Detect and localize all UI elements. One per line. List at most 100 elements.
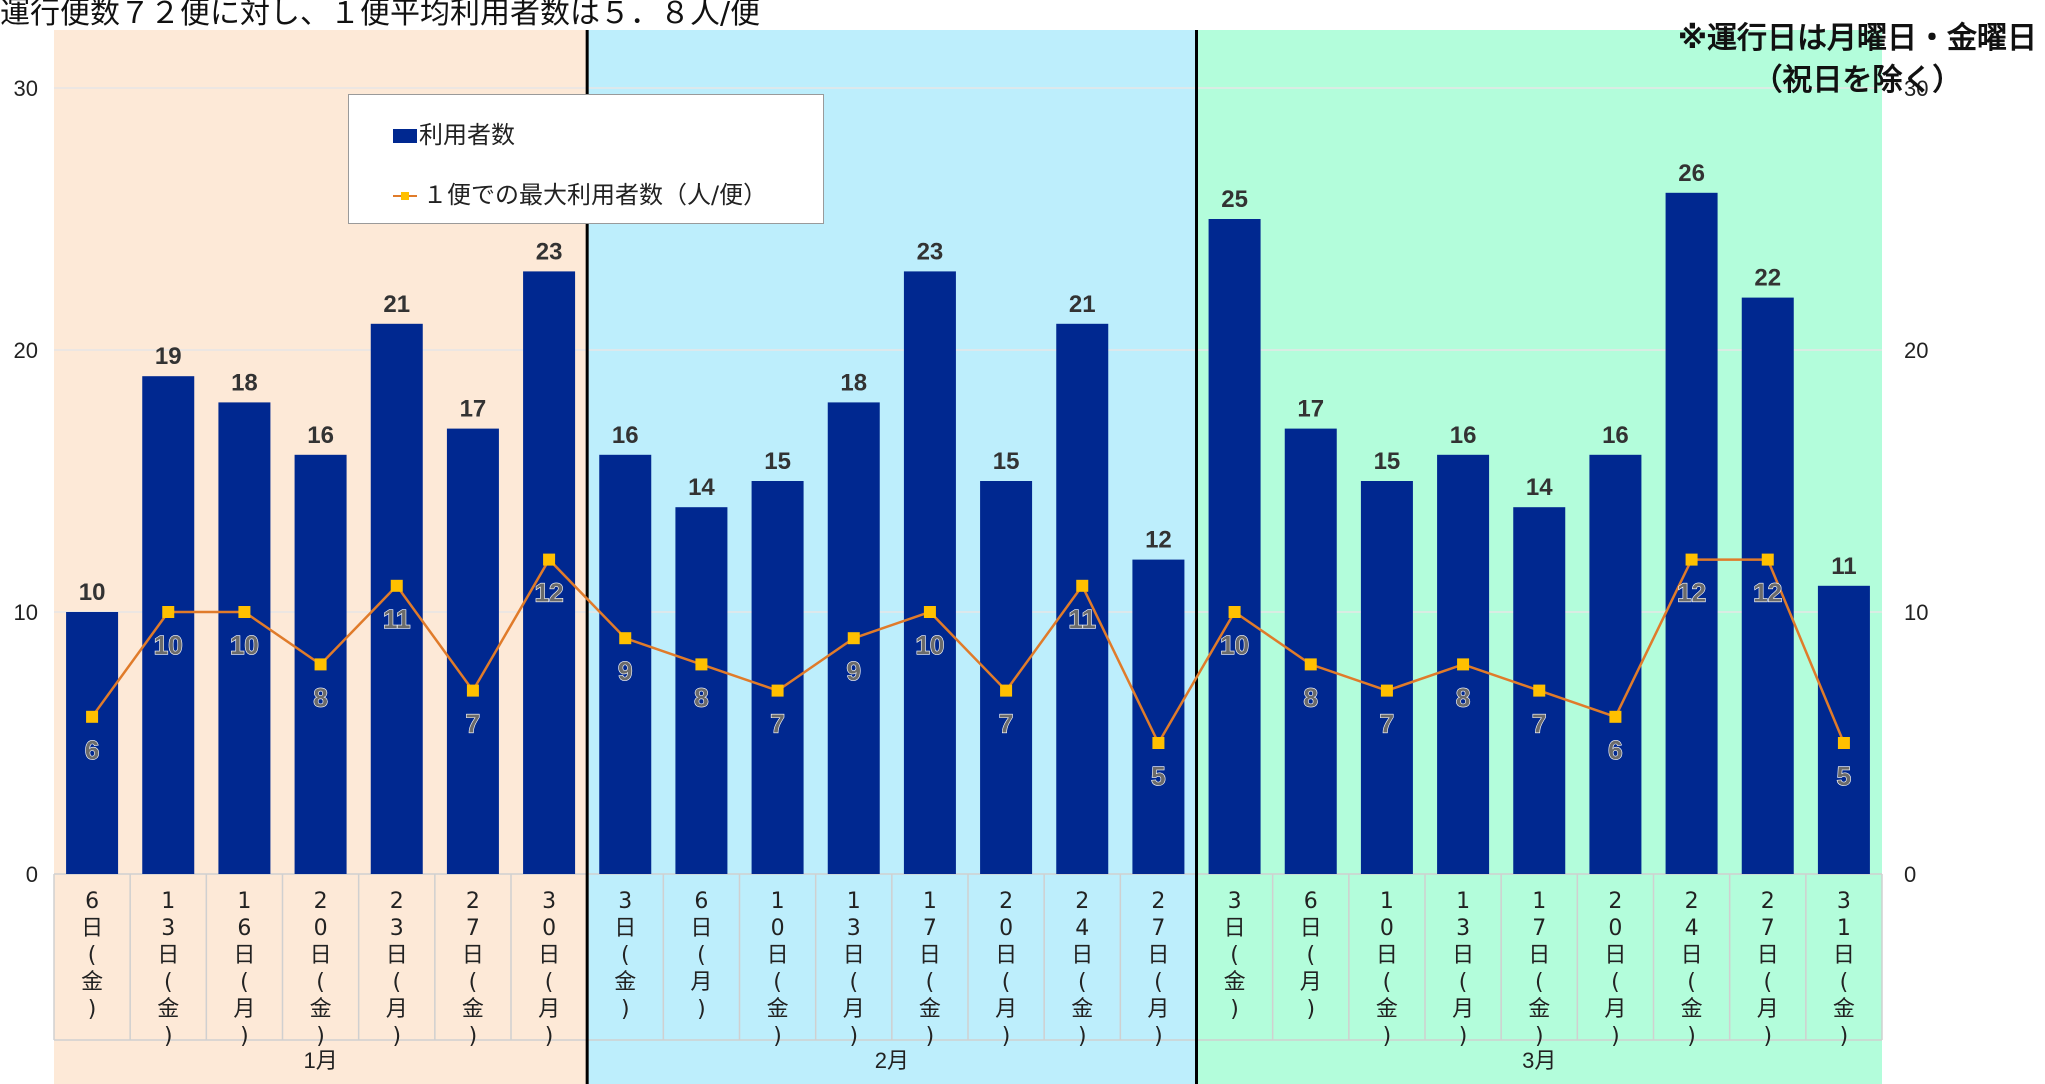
bar-value-label: 22 — [1754, 265, 1781, 292]
x-tick-label: 2 0 日(月) — [995, 889, 1017, 1049]
line-value-label: 9 — [618, 656, 632, 686]
bar-value-label: 26 — [1678, 160, 1705, 187]
y2-tick-label: 20 — [1904, 338, 1928, 363]
legend-bar-swatch — [393, 129, 417, 143]
line-value-label: 5 — [1837, 761, 1851, 791]
x-tick-label: 2 0 日(月) — [1604, 889, 1626, 1049]
line-marker — [1380, 684, 1393, 697]
line-value-label: 6 — [85, 735, 99, 765]
line-value-label: 7 — [1380, 709, 1394, 739]
bar-value-label: 21 — [1069, 291, 1096, 318]
x-tick-label: 1 3 日(月) — [843, 889, 865, 1049]
bar — [1741, 297, 1794, 875]
y-tick-label: 20 — [14, 338, 38, 363]
line-marker — [771, 684, 784, 697]
x-tick-label: 3 日(金) — [1224, 889, 1246, 1022]
x-tick-label: 1 6 日(月) — [233, 889, 255, 1049]
line-value-label: 10 — [230, 630, 259, 660]
bar-value-label: 15 — [993, 448, 1020, 475]
line-marker — [1304, 658, 1317, 671]
x-tick-label: 2 7 日(月) — [1757, 889, 1779, 1049]
x-tick-label: 1 3 日(月) — [1452, 889, 1474, 1049]
line-value-label: 7 — [770, 709, 784, 739]
line-value-label: 7 — [466, 709, 480, 739]
x-tick-label: 2 4 日(金) — [1071, 889, 1093, 1049]
chart-title: 運行便数７２便に対し、１便平均利用者数は５．８人/便 — [0, 0, 761, 31]
bar — [1056, 323, 1109, 874]
line-value-label: 5 — [1151, 761, 1165, 791]
line-marker — [923, 606, 936, 618]
line-value-label: 6 — [1608, 735, 1622, 765]
line-value-label: 10 — [1220, 630, 1249, 660]
bar-value-label: 23 — [917, 238, 944, 265]
line-marker — [1076, 579, 1089, 592]
month-label: 2月 — [875, 1048, 909, 1073]
line-path — [91, 557, 1846, 746]
axes: 1月 2月 3月 0 0 10 10 20 20 30 30 6 日(金) 1 3 日(金) 1 6 日(月) 2 0 日… — [14, 76, 1929, 1073]
line-marker — [1761, 553, 1774, 566]
bar-value-label: 17 — [1297, 396, 1324, 423]
bar-value-label: 16 — [307, 422, 334, 449]
x-tick-label: 1 7 日(金) — [919, 889, 941, 1049]
bar-value-label: 17 — [460, 396, 487, 423]
bar — [446, 428, 499, 874]
x-tick-label: 1 0 日(金) — [1376, 889, 1398, 1049]
bar-value-label: 15 — [1374, 448, 1401, 475]
bar — [675, 507, 728, 874]
bar — [1817, 585, 1870, 874]
line-value-label: 8 — [1304, 682, 1318, 712]
bar — [980, 481, 1033, 874]
x-tick-label: 6 日(月) — [1300, 889, 1322, 1022]
bar — [1208, 219, 1261, 874]
x-tick-label: 3 1 日(金) — [1833, 889, 1855, 1049]
bar — [142, 376, 195, 874]
y-tick-label: 10 — [14, 600, 38, 625]
x-tick-label: 3 日(金) — [614, 889, 636, 1022]
line-marker — [695, 658, 708, 671]
bar — [1132, 559, 1185, 874]
line-marker — [1533, 684, 1546, 697]
line-value-label: 11 — [1069, 604, 1097, 634]
legend-line-label: １便での最大利用者数（人/便） — [423, 181, 768, 209]
line-marker — [1685, 553, 1698, 566]
note-line-2: （祝日を除く） — [1752, 63, 1963, 98]
x-tick-label: 6 日(金) — [81, 889, 103, 1022]
line-value-label: 8 — [1456, 682, 1470, 712]
line-marker — [1609, 710, 1622, 723]
line-marker — [86, 710, 99, 723]
line-marker — [466, 684, 479, 697]
line-marker — [314, 658, 327, 671]
line-value-label: 12 — [1677, 578, 1706, 608]
note: ※運行日は月曜日・金曜日 （祝日を除く） — [1678, 18, 2037, 102]
line-series — [86, 553, 1850, 749]
legend-bar-label: 利用者数 — [419, 121, 515, 149]
bar — [599, 454, 652, 874]
bar — [523, 271, 576, 874]
x-tick-label: 2 7 日(月) — [1147, 889, 1169, 1049]
line-value-label: 7 — [999, 709, 1013, 739]
bar-value-label: 19 — [155, 343, 182, 370]
line-value-label: 12 — [535, 578, 564, 608]
line-value-label: 7 — [1532, 709, 1546, 739]
legend-item-line: １便での最大利用者数（人/便） — [393, 175, 767, 210]
bar-value-label: 10 — [79, 579, 106, 606]
note-line-1: ※運行日は月曜日・金曜日 — [1677, 21, 2037, 56]
bar — [370, 323, 423, 874]
x-tick-label: 1 7 日(金) — [1528, 889, 1550, 1049]
bar-value-label: 15 — [764, 448, 791, 475]
line-value-label: 12 — [1753, 578, 1782, 608]
bar — [66, 612, 119, 874]
line-marker — [1837, 737, 1850, 749]
x-tick-label: 2 7 日(金) — [462, 889, 484, 1049]
bar-value-label: 14 — [688, 474, 715, 501]
bar-value-label: 23 — [536, 238, 563, 265]
month-label: 3月 — [1522, 1048, 1556, 1073]
gridlines — [53, 87, 1883, 1041]
line-value-label: 10 — [154, 630, 183, 660]
x-tick-label: 2 3 日(月) — [386, 889, 408, 1049]
line-value-label: 10 — [915, 630, 944, 660]
x-tick-label: 1 0 日(金) — [767, 889, 789, 1049]
line-value-label: 9 — [847, 656, 861, 686]
x-tick-label: 1 3 日(金) — [157, 889, 179, 1049]
month-label: 1月 — [303, 1048, 337, 1073]
